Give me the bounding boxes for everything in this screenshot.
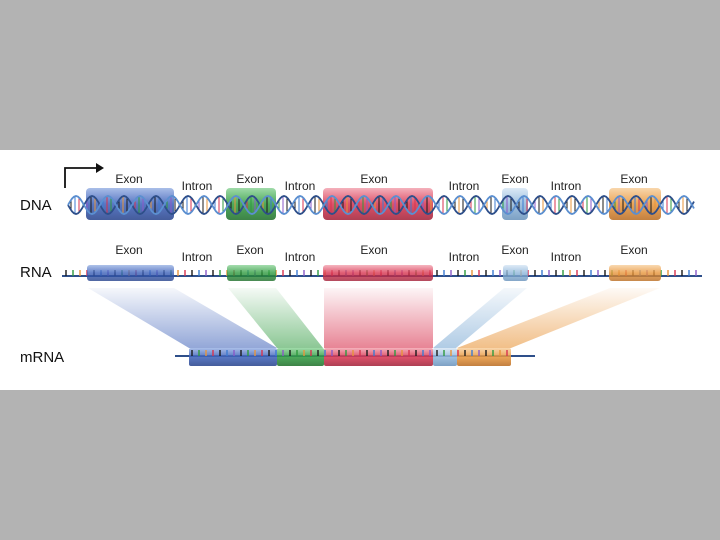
- rna-intron-1-label: Intron: [182, 250, 213, 264]
- dna-exon-1-label: Exon: [115, 172, 142, 186]
- diagram-canvas: DNA RNA mRNA Exon Intron Exon Intron: [20, 163, 702, 366]
- rna-exon-3: [323, 265, 433, 281]
- dna-intron-3-label: Intron: [449, 179, 480, 193]
- dna-intron-2-label: Intron: [285, 179, 316, 193]
- rna-segment-labels: Exon Intron Exon Intron Exon Intron Exon…: [115, 243, 647, 264]
- mrna-row-label: mRNA: [20, 349, 64, 366]
- mrna-exon-1: [189, 348, 277, 366]
- rna-intron-3-label: Intron: [449, 250, 480, 264]
- funnel-exon-2: [228, 288, 323, 348]
- rna-exon-4-label: Exon: [501, 243, 528, 257]
- dna-exon-4-label: Exon: [501, 172, 528, 186]
- rna-exon-2-label: Exon: [236, 243, 263, 257]
- promoter-arrow-icon: [64, 163, 104, 188]
- splicing-funnels: [88, 288, 660, 348]
- funnel-exon-3: [324, 288, 433, 348]
- funnel-exon-1: [88, 288, 277, 348]
- dna-exon-5-label: Exon: [620, 172, 647, 186]
- rna-exon-3-label: Exon: [360, 243, 387, 257]
- rna-exon-4: [503, 265, 528, 281]
- rna-exon-5-label: Exon: [620, 243, 647, 257]
- dna-double-helix: [67, 195, 695, 215]
- rna-exon-2: [227, 265, 276, 281]
- mrna-exon-3: [324, 348, 433, 366]
- rna-intron-2-label: Intron: [285, 250, 316, 264]
- mrna-exon-2: [277, 348, 324, 366]
- dna-exon-3-label: Exon: [360, 172, 387, 186]
- rna-exon-1: [87, 265, 174, 281]
- dna-intron-4-label: Intron: [551, 179, 582, 193]
- mrna-strand: [175, 348, 535, 366]
- gene-splicing-diagram: DNA RNA mRNA Exon Intron Exon Intron: [0, 150, 720, 390]
- dna-segment-labels: Exon Intron Exon Intron Exon Intron Exon…: [115, 172, 647, 193]
- rna-exon-5: [609, 265, 661, 281]
- rna-intron-4-label: Intron: [551, 250, 582, 264]
- rna-row-label: RNA: [20, 264, 52, 281]
- dna-row-label: DNA: [20, 197, 52, 214]
- mrna-exon-5: [457, 348, 511, 366]
- dna-exon-2-label: Exon: [236, 172, 263, 186]
- rna-exon-1-label: Exon: [115, 243, 142, 257]
- funnel-exon-4: [433, 288, 527, 348]
- rna-strand: [62, 265, 702, 281]
- dna-intron-1-label: Intron: [182, 179, 213, 193]
- funnel-exon-5: [457, 288, 660, 348]
